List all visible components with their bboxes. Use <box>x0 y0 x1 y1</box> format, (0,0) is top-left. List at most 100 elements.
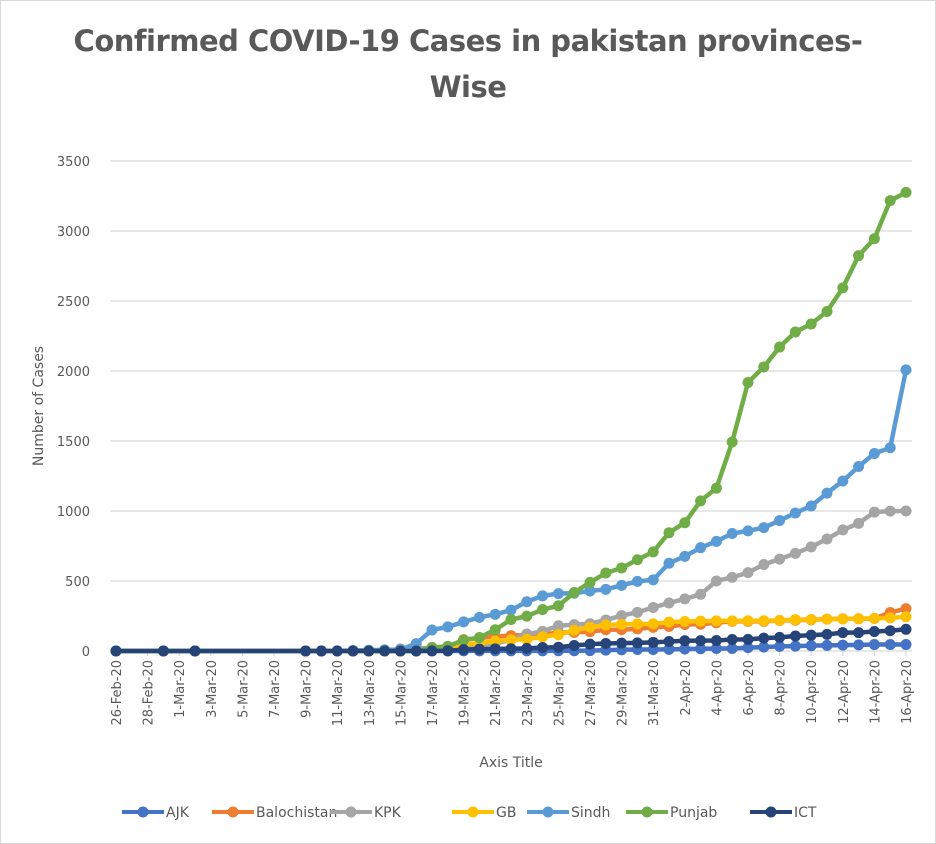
data-point <box>300 645 312 657</box>
data-point <box>679 615 691 627</box>
data-point <box>584 638 596 650</box>
data-point <box>663 597 675 609</box>
data-point <box>473 632 485 644</box>
data-point <box>837 613 849 625</box>
data-point <box>805 629 817 641</box>
x-tick-label: 5-Mar-20 <box>236 660 251 718</box>
data-point <box>884 505 896 517</box>
legend-label: KPK <box>374 805 402 821</box>
data-point <box>647 618 659 630</box>
data-point <box>853 460 865 472</box>
x-tick-label: 6-Apr-20 <box>742 660 757 716</box>
data-point <box>900 186 912 198</box>
legend-label: GB <box>496 805 516 821</box>
data-point <box>363 645 375 657</box>
data-point <box>821 613 833 625</box>
chart-title: Confirmed COVID-19 Cases in pakistan pro… <box>0 18 936 110</box>
data-point <box>584 576 596 588</box>
data-point <box>774 341 786 353</box>
data-point <box>695 588 707 600</box>
data-point <box>789 547 801 559</box>
x-tick-label: 11-Mar-20 <box>331 660 346 726</box>
legend-label: Balochistan <box>256 805 337 821</box>
y-tick-label: 500 <box>65 575 90 590</box>
x-tick-label: 23-Mar-20 <box>521 660 536 726</box>
data-point <box>663 557 675 569</box>
data-point <box>868 506 880 518</box>
data-point <box>900 611 912 623</box>
data-point <box>616 637 628 649</box>
data-point <box>868 639 880 651</box>
data-point <box>837 627 849 639</box>
data-point <box>663 643 675 655</box>
data-point <box>805 640 817 652</box>
data-point <box>774 515 786 527</box>
x-tick-label: 9-Mar-20 <box>300 660 315 718</box>
data-point <box>552 629 564 641</box>
legend-label: Punjab <box>670 805 717 821</box>
data-point <box>616 579 628 591</box>
data-point <box>821 639 833 651</box>
legend-item-ajk: AJK <box>122 805 190 821</box>
data-point <box>568 640 580 652</box>
data-point <box>742 615 754 627</box>
x-tick-label: 19-Mar-20 <box>458 660 473 726</box>
data-point <box>742 525 754 537</box>
data-point <box>616 618 628 630</box>
data-point <box>789 507 801 519</box>
data-point <box>900 639 912 651</box>
data-point <box>884 195 896 207</box>
y-tick-label: 2500 <box>57 295 90 310</box>
x-tick-label: 7-Mar-20 <box>268 660 283 718</box>
data-point <box>710 535 722 547</box>
legend-label: ICT <box>794 805 817 821</box>
data-point <box>679 517 691 529</box>
data-point <box>853 639 865 651</box>
y-tick-label: 3000 <box>57 225 90 240</box>
data-point <box>521 610 533 622</box>
x-tick-label: 10-Apr-20 <box>805 660 820 724</box>
data-point <box>647 574 659 586</box>
legend-marker-icon <box>542 806 554 818</box>
data-point <box>758 558 770 570</box>
data-point <box>584 621 596 633</box>
x-tick-label: 12-Apr-20 <box>837 660 852 724</box>
data-point <box>774 640 786 652</box>
data-point <box>552 600 564 612</box>
data-point <box>489 643 501 655</box>
data-point <box>900 364 912 376</box>
data-point <box>631 554 643 566</box>
legend-marker-icon <box>137 806 149 818</box>
data-point <box>884 639 896 651</box>
data-point <box>853 613 865 625</box>
data-point <box>426 645 438 657</box>
data-point <box>868 233 880 245</box>
data-point <box>442 621 454 633</box>
data-point <box>868 612 880 624</box>
legend-marker-icon <box>227 806 239 818</box>
data-point <box>868 447 880 459</box>
data-point <box>537 604 549 616</box>
data-point <box>789 640 801 652</box>
series-line <box>116 190 908 654</box>
data-point <box>837 524 849 536</box>
x-tick-label: 1-Mar-20 <box>173 660 188 718</box>
data-point <box>789 614 801 626</box>
data-point <box>900 603 912 615</box>
data-point <box>695 643 707 655</box>
data-point <box>884 442 896 454</box>
data-point <box>695 635 707 647</box>
data-point <box>600 567 612 579</box>
data-point <box>837 282 849 294</box>
data-point <box>805 500 817 512</box>
data-point <box>473 611 485 623</box>
data-point <box>521 633 533 645</box>
chart-title-line-1: Confirmed COVID-19 Cases in pakistan pro… <box>73 24 863 58</box>
x-tick-label: 4-Apr-20 <box>710 660 725 716</box>
data-point <box>458 644 470 656</box>
data-point <box>853 517 865 529</box>
data-point <box>758 632 770 644</box>
x-tick-label: 28-Feb-20 <box>142 660 157 725</box>
data-point <box>710 615 722 627</box>
